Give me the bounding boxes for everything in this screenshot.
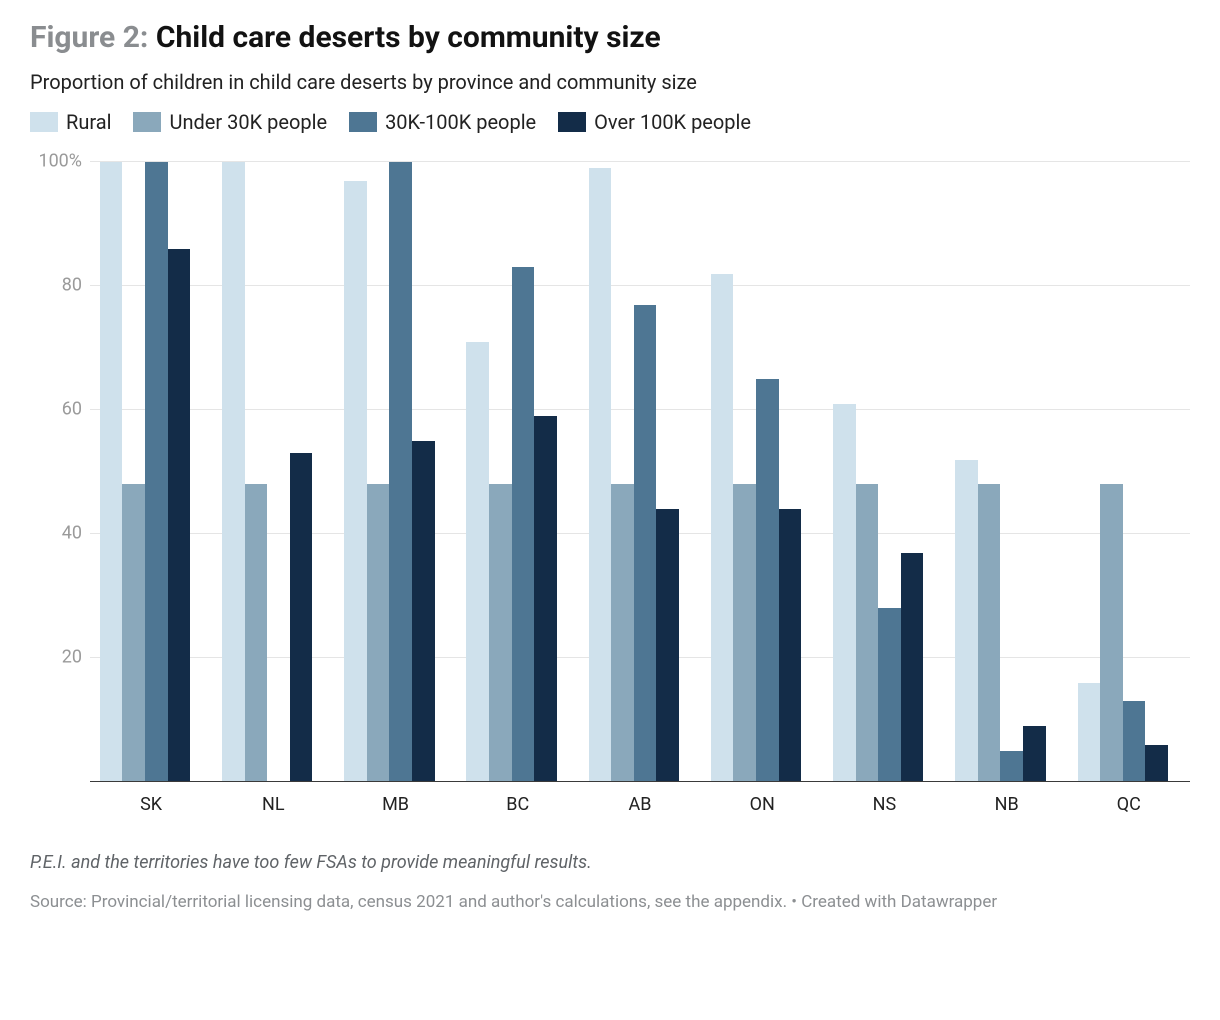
x-tick-label: SK (90, 782, 212, 815)
legend-label: Over 100K people (594, 110, 751, 134)
category-bars (833, 162, 936, 782)
bar (100, 162, 123, 782)
bar (1000, 751, 1023, 782)
chart-plot-area: 20406080100% SKNLMBBCABONNSNBQC (90, 162, 1190, 782)
legend-label: 30K-100K people (385, 110, 536, 134)
category-group: NS (823, 162, 945, 782)
bar (245, 484, 268, 782)
legend-item: 30K-100K people (349, 110, 536, 134)
figure-label: Figure 2: (30, 20, 148, 55)
figure-container: Figure 2: Child care deserts by communit… (0, 0, 1220, 1020)
bar (711, 274, 734, 782)
bar (389, 162, 412, 782)
bar (1100, 484, 1123, 782)
bar (489, 484, 512, 782)
bar (1123, 701, 1146, 782)
bar (901, 553, 924, 782)
bar (833, 404, 856, 782)
bar (1145, 745, 1168, 782)
legend-item: Rural (30, 110, 111, 134)
category-bars (344, 162, 447, 782)
category-bars (1078, 162, 1181, 782)
bar (512, 267, 535, 782)
figure-title: Figure 2: Child care deserts by communit… (30, 20, 1190, 56)
bar (466, 342, 489, 782)
bar (733, 484, 756, 782)
x-tick-label: QC (1068, 782, 1190, 815)
category-bars (711, 162, 814, 782)
figure-subtitle: Proportion of children in child care des… (30, 70, 1190, 94)
bar (290, 453, 313, 782)
bar (611, 484, 634, 782)
legend-swatch (30, 112, 58, 132)
category-group: NL (212, 162, 334, 782)
chart: 20406080100% SKNLMBBCABONNSNBQC (30, 162, 1190, 822)
figure-title-text: Child care deserts by community size (156, 20, 661, 55)
legend-item: Over 100K people (558, 110, 751, 134)
x-tick-label: AB (579, 782, 701, 815)
bar (878, 608, 901, 782)
legend-swatch (558, 112, 586, 132)
bar (856, 484, 879, 782)
category-bars (589, 162, 692, 782)
bar (168, 249, 191, 782)
x-tick-label: NS (823, 782, 945, 815)
x-tick-label: NL (212, 782, 334, 815)
bar (656, 509, 679, 782)
legend-item: Under 30K people (133, 110, 327, 134)
x-tick-label: ON (701, 782, 823, 815)
x-tick-label: BC (457, 782, 579, 815)
bar (1078, 683, 1101, 782)
y-tick-label: 80 (62, 274, 90, 295)
category-group: MB (334, 162, 456, 782)
category-bars (955, 162, 1058, 782)
chart-baseline (90, 781, 1190, 782)
y-tick-label: 20 (62, 646, 90, 667)
bar (634, 305, 657, 782)
bar (779, 509, 802, 782)
bar (122, 484, 145, 782)
bar (978, 484, 1001, 782)
figure-source: Source: Provincial/territorial licensing… (30, 890, 1130, 915)
y-tick-label: 40 (62, 522, 90, 543)
bar (344, 181, 367, 782)
legend-label: Under 30K people (169, 110, 327, 134)
legend-swatch (349, 112, 377, 132)
bar (589, 168, 612, 782)
category-bars (100, 162, 203, 782)
x-tick-label: NB (946, 782, 1068, 815)
y-tick-label: 60 (62, 398, 90, 419)
bar (412, 441, 435, 782)
bar (222, 162, 245, 782)
category-group: BC (457, 162, 579, 782)
bar (955, 460, 978, 782)
chart-bar-groups: SKNLMBBCABONNSNBQC (90, 162, 1190, 782)
category-bars (466, 162, 569, 782)
legend-label: Rural (66, 110, 111, 134)
category-group: NB (946, 162, 1068, 782)
bar (756, 379, 779, 782)
legend-swatch (133, 112, 161, 132)
category-group: QC (1068, 162, 1190, 782)
category-bars (222, 162, 325, 782)
bar (1023, 726, 1046, 782)
bar (367, 484, 390, 782)
chart-legend: Rural Under 30K people 30K-100K people Over… (30, 110, 1190, 134)
category-group: ON (701, 162, 823, 782)
x-tick-label: MB (334, 782, 456, 815)
bar (534, 416, 557, 782)
figure-note: P.E.I. and the territories have too few … (30, 852, 1190, 873)
category-group: SK (90, 162, 212, 782)
category-group: AB (579, 162, 701, 782)
bar (145, 162, 168, 782)
y-tick-label: 100% (38, 150, 90, 171)
